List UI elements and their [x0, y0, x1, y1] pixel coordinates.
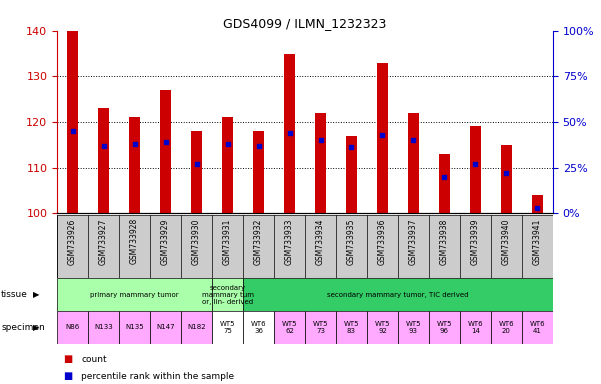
Text: tissue: tissue: [1, 290, 28, 299]
Text: GSM733937: GSM733937: [409, 218, 418, 265]
Bar: [243, 311, 274, 344]
Text: WT6
20: WT6 20: [499, 321, 514, 334]
Text: GSM733927: GSM733927: [99, 218, 108, 265]
Bar: [212, 311, 243, 344]
Bar: [408, 113, 419, 213]
Bar: [305, 311, 336, 344]
Bar: [98, 108, 109, 213]
Text: primary mammary tumor: primary mammary tumor: [90, 292, 179, 298]
Text: GSM733935: GSM733935: [347, 218, 356, 265]
Text: WT5
92: WT5 92: [375, 321, 390, 334]
Text: N182: N182: [188, 324, 206, 330]
Text: GSM733936: GSM733936: [378, 218, 387, 265]
Bar: [491, 311, 522, 344]
Bar: [253, 131, 264, 213]
Bar: [532, 195, 543, 213]
Bar: [429, 311, 460, 344]
Text: GSM733930: GSM733930: [192, 218, 201, 265]
Text: secondary mammary tumor, TIC derived: secondary mammary tumor, TIC derived: [327, 292, 469, 298]
Text: N86: N86: [66, 324, 80, 330]
Text: ▶: ▶: [33, 290, 40, 299]
Text: GSM733940: GSM733940: [502, 218, 511, 265]
Text: WT6
36: WT6 36: [251, 321, 266, 334]
Bar: [222, 118, 233, 213]
Bar: [470, 126, 481, 213]
Text: WT5
83: WT5 83: [344, 321, 359, 334]
Text: GSM733933: GSM733933: [285, 218, 294, 265]
Text: GSM733929: GSM733929: [161, 218, 170, 265]
Bar: [160, 90, 171, 213]
Text: N147: N147: [156, 324, 175, 330]
Bar: [274, 311, 305, 344]
Bar: [129, 118, 140, 213]
Bar: [367, 311, 398, 344]
Text: N133: N133: [94, 324, 113, 330]
Bar: [336, 311, 367, 344]
Text: WT5
62: WT5 62: [282, 321, 297, 334]
Bar: [460, 311, 491, 344]
Title: GDS4099 / ILMN_1232323: GDS4099 / ILMN_1232323: [224, 17, 386, 30]
Text: WT6
41: WT6 41: [529, 321, 545, 334]
Text: GSM733939: GSM733939: [471, 218, 480, 265]
Text: secondary
mammary tum
or, lin- derived: secondary mammary tum or, lin- derived: [201, 285, 254, 305]
Text: WT5
75: WT5 75: [220, 321, 235, 334]
Text: N135: N135: [125, 324, 144, 330]
Bar: [284, 53, 295, 213]
Bar: [315, 113, 326, 213]
Text: ■: ■: [63, 371, 72, 381]
Bar: [346, 136, 357, 213]
Text: GSM733934: GSM733934: [316, 218, 325, 265]
Bar: [439, 154, 450, 213]
Text: GSM733928: GSM733928: [130, 218, 139, 265]
Bar: [243, 278, 553, 311]
Bar: [191, 131, 202, 213]
Text: ▶: ▶: [33, 323, 40, 332]
Text: count: count: [81, 354, 107, 364]
Bar: [522, 311, 553, 344]
Text: WT5
96: WT5 96: [437, 321, 452, 334]
Bar: [398, 311, 429, 344]
Bar: [57, 278, 212, 311]
Bar: [377, 63, 388, 213]
Text: GSM733926: GSM733926: [68, 218, 77, 265]
Text: specimen: specimen: [1, 323, 45, 332]
Text: GSM733931: GSM733931: [223, 218, 232, 265]
Bar: [67, 31, 78, 213]
Text: WT5
73: WT5 73: [313, 321, 328, 334]
Text: GSM733941: GSM733941: [533, 218, 542, 265]
Bar: [150, 311, 181, 344]
Text: percentile rank within the sample: percentile rank within the sample: [81, 372, 234, 381]
Text: WT5
93: WT5 93: [406, 321, 421, 334]
Bar: [88, 311, 119, 344]
Text: ■: ■: [63, 354, 72, 364]
Bar: [501, 145, 512, 213]
Bar: [57, 311, 88, 344]
Bar: [119, 311, 150, 344]
Text: GSM733938: GSM733938: [440, 218, 449, 265]
Text: WT6
14: WT6 14: [468, 321, 483, 334]
Bar: [181, 311, 212, 344]
Text: GSM733932: GSM733932: [254, 218, 263, 265]
Bar: [212, 278, 243, 311]
